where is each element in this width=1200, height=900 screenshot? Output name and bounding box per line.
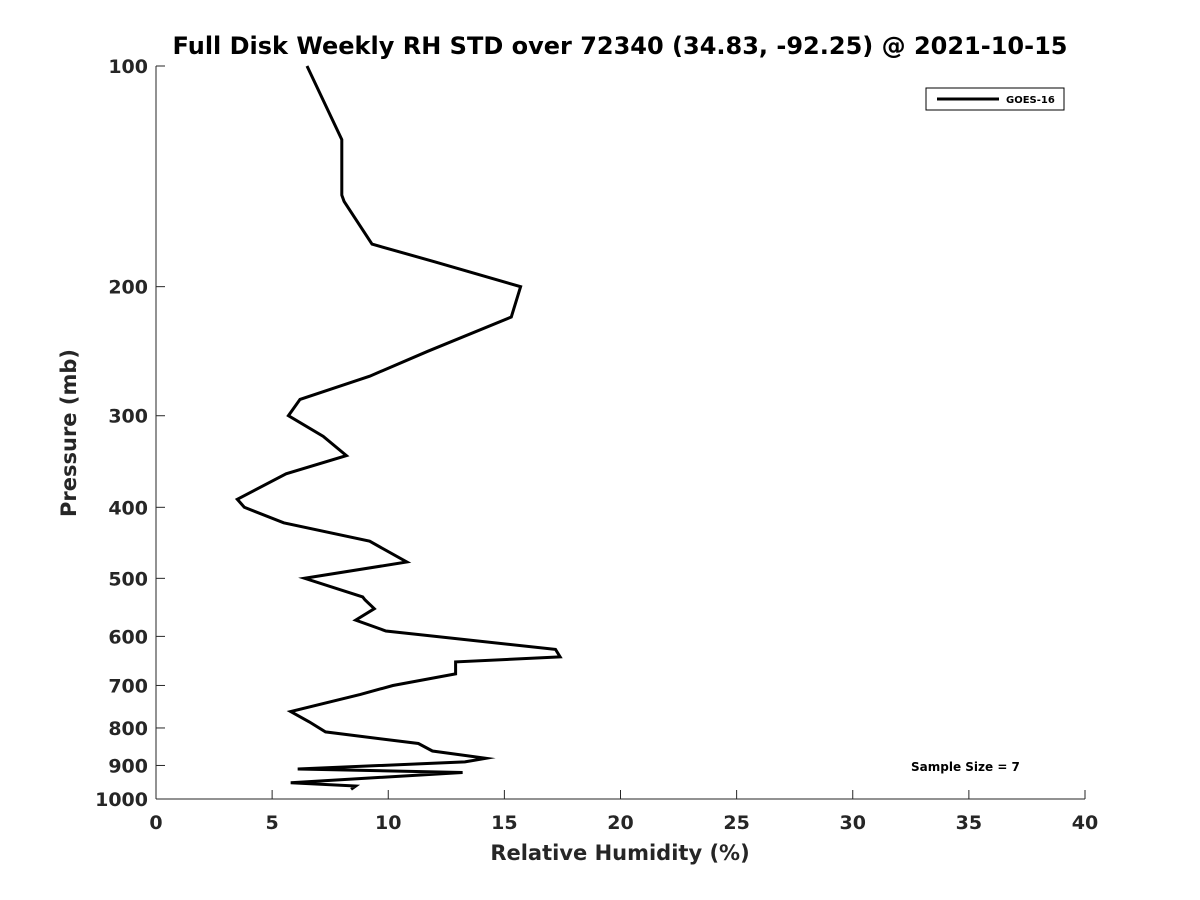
legend-label-goes-16: GOES-16 xyxy=(1006,95,1055,106)
y-tick-label: 100 xyxy=(108,56,148,78)
x-tick-label: 0 xyxy=(149,812,162,834)
x-tick-label: 40 xyxy=(1072,812,1098,834)
legend: GOES-16 xyxy=(925,87,1065,111)
y-axis-ticks: 100 200 300 400 500 600 700 800 900 1000 xyxy=(95,56,165,811)
y-tick-label: 800 xyxy=(108,718,148,740)
y-tick-label: 500 xyxy=(108,568,148,590)
x-tick-label: 30 xyxy=(840,812,866,834)
sample-size-annotation: Sample Size = 7 xyxy=(911,760,1020,774)
x-axis-label: Relative Humidity (%) xyxy=(490,841,749,865)
y-tick-label: 900 xyxy=(108,755,148,777)
x-tick-label: 35 xyxy=(956,812,982,834)
x-tick-label: 5 xyxy=(266,812,279,834)
plot-area xyxy=(155,66,1085,800)
y-tick-label: 200 xyxy=(108,277,148,299)
y-axis-label: Pressure (mb) xyxy=(57,349,81,517)
x-axis-ticks: 0 5 10 15 20 25 30 35 40 xyxy=(149,790,1098,834)
x-tick-label: 20 xyxy=(607,812,633,834)
y-tick-label: 600 xyxy=(108,626,148,648)
series-line-goes-16 xyxy=(234,65,563,791)
y-tick-label: 700 xyxy=(108,675,148,697)
y-tick-label: 1000 xyxy=(95,789,148,811)
y-tick-label: 300 xyxy=(108,406,148,428)
series-group xyxy=(234,65,563,791)
y-tick-label: 400 xyxy=(108,497,148,519)
chart-title: Full Disk Weekly RH STD over 72340 (34.8… xyxy=(173,32,1068,60)
x-tick-label: 15 xyxy=(491,812,517,834)
x-tick-label: 10 xyxy=(375,812,401,834)
x-tick-label: 25 xyxy=(723,812,749,834)
